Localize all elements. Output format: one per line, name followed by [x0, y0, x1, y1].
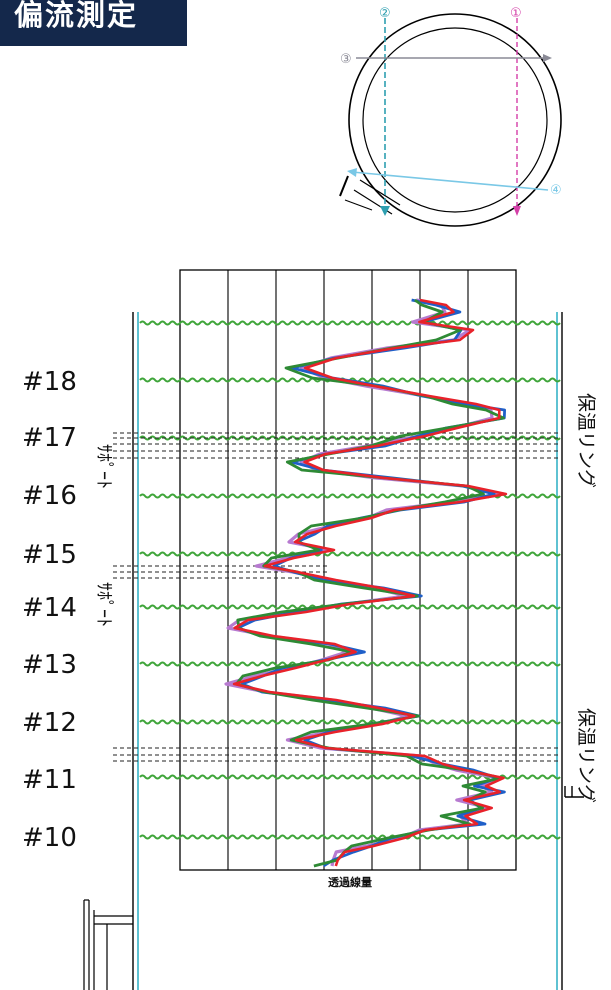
segment-label-12: #12 — [22, 708, 77, 738]
wave-line — [139, 435, 561, 441]
density-profiles — [224, 298, 508, 868]
wave-line — [139, 834, 561, 840]
pipe-inner-circle — [362, 27, 548, 213]
axis-label: 透過線量 — [328, 875, 372, 889]
marker-4: ④ — [550, 183, 562, 198]
reference-dash-lines — [113, 432, 560, 762]
profile-red — [232, 298, 508, 867]
support-label-upper: ｻﾎﾟｰﾄ — [93, 444, 114, 489]
beam-line-4 — [351, 171, 549, 191]
wave-line — [139, 661, 561, 667]
marker-2: ② — [379, 6, 391, 21]
arrow-head-icon — [543, 54, 552, 62]
pipe-cross-section: ② ① ③ ④ — [339, 6, 562, 227]
segment-label-18: #18 — [22, 367, 77, 397]
wave-line — [139, 551, 561, 557]
page-title: 偏流測定 — [0, 0, 187, 46]
support-label-lower: ｻﾎﾟｰﾄ — [93, 582, 114, 627]
segment-label-11: #11 — [22, 765, 77, 795]
grid-frame — [179, 269, 517, 871]
flange — [83, 899, 133, 990]
pipe-nozzle — [339, 175, 401, 215]
pipe-wall-right — [556, 312, 563, 990]
insulation-ring-label-lower: 保温リング — [575, 708, 597, 803]
arrow-head-icon — [513, 206, 521, 216]
segment-label-14: #14 — [22, 593, 77, 623]
segment-label-15: #15 — [22, 540, 77, 570]
segment-label-10: #10 — [22, 823, 77, 853]
arrow-head-icon — [380, 206, 390, 216]
marker-1: ① — [510, 6, 522, 21]
pipe-outer-circle — [348, 13, 562, 227]
marker-3: ③ — [340, 52, 352, 67]
segment-label-17: #17 — [22, 423, 77, 453]
bracket — [564, 786, 584, 798]
insulation-ring-label-upper: 保温リング — [575, 393, 597, 488]
pipe-wall-left — [132, 312, 139, 990]
wave-line — [139, 604, 561, 610]
profile-grid — [179, 269, 517, 871]
segment-label-16: #16 — [22, 481, 77, 511]
profile-green — [235, 298, 505, 868]
segment-label-13: #13 — [22, 650, 77, 680]
wave-line — [139, 320, 561, 326]
arrow-head-icon — [347, 168, 357, 177]
wave-line — [139, 719, 561, 725]
wave-lines — [139, 320, 561, 840]
